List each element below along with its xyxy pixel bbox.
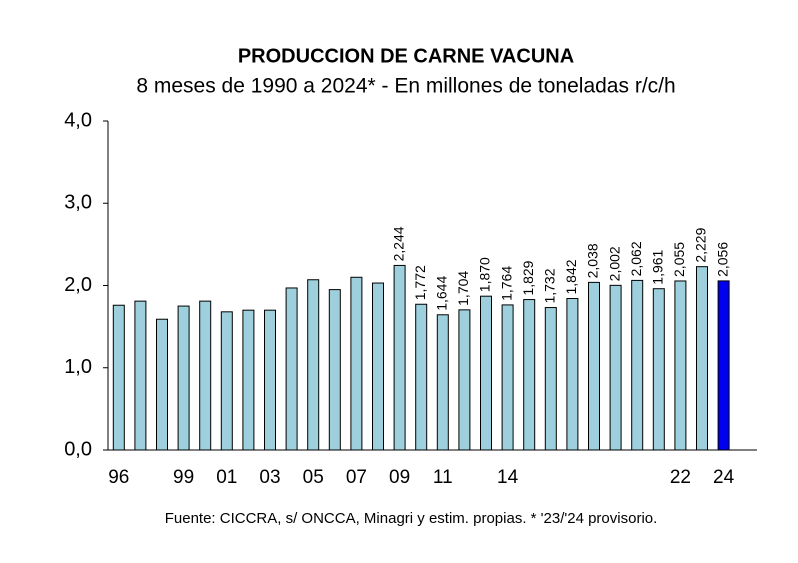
value-label: 2,056 [714, 242, 730, 277]
bar [566, 297, 579, 451]
y-tick-label: 0,0 [64, 438, 92, 460]
x-tick-label: 03 [259, 467, 280, 488]
x-tick-label: 24 [713, 467, 735, 488]
source-note: Fuente: CICCRA, s/ ONCCA, Minagri y esti… [165, 510, 658, 527]
bar [609, 284, 622, 451]
bar [177, 305, 190, 451]
value-label: 2,062 [628, 241, 644, 276]
x-tick-label: 96 [108, 467, 129, 488]
bar [307, 279, 320, 451]
x-tick-label: 11 [433, 467, 453, 488]
bar [393, 264, 406, 451]
bar [652, 288, 665, 451]
bar [674, 280, 687, 451]
bar [501, 304, 514, 451]
chart-title: PRODUCCION DE CARNE VACUNA [238, 45, 574, 67]
x-tick-label: 05 [303, 467, 324, 488]
bar [220, 311, 233, 451]
x-tick-label: 07 [346, 467, 367, 488]
bar [415, 303, 428, 451]
bar [458, 309, 471, 451]
bar [544, 307, 557, 451]
bar [372, 282, 384, 451]
value-label: 1,732 [542, 268, 558, 303]
bar [285, 287, 298, 451]
y-tick-label: 4,0 [64, 109, 92, 131]
value-label: 1,842 [563, 259, 579, 294]
bar [480, 295, 492, 451]
value-label: 1,764 [498, 266, 514, 301]
value-label: 2,229 [693, 227, 709, 262]
bar [436, 314, 449, 451]
x-tick-label: 09 [389, 467, 410, 488]
value-label: 2,055 [671, 242, 687, 277]
bar [156, 318, 168, 451]
value-label: 1,829 [520, 260, 536, 295]
x-tick-label: 22 [670, 467, 691, 488]
x-tick-label: 01 [216, 467, 237, 488]
bar [134, 300, 147, 451]
y-tick-label: 1,0 [64, 356, 92, 378]
bar [717, 280, 730, 451]
bar [696, 266, 708, 451]
y-tick-label: 2,0 [64, 274, 92, 296]
bar [264, 309, 276, 451]
bar [523, 299, 536, 451]
bar [199, 300, 212, 451]
x-tick-label: 14 [497, 467, 519, 488]
value-label: 1,870 [477, 257, 493, 292]
value-label: 2,002 [606, 246, 622, 281]
value-label: 1,704 [455, 271, 471, 306]
bar [242, 309, 255, 451]
bar [588, 281, 600, 451]
bar [112, 304, 125, 451]
bar [631, 279, 644, 451]
value-label: 1,961 [650, 249, 666, 284]
chart-subtitle: 8 meses de 1990 a 2024* - En millones de… [136, 75, 675, 98]
value-label: 2,038 [585, 243, 601, 278]
value-label: 1,772 [412, 265, 428, 300]
y-tick-label: 3,0 [64, 192, 92, 214]
value-label: 2,244 [390, 226, 406, 261]
bar [350, 276, 363, 451]
x-tick-label: 99 [173, 467, 194, 488]
value-label: 1,644 [434, 276, 450, 311]
bar [328, 289, 341, 451]
